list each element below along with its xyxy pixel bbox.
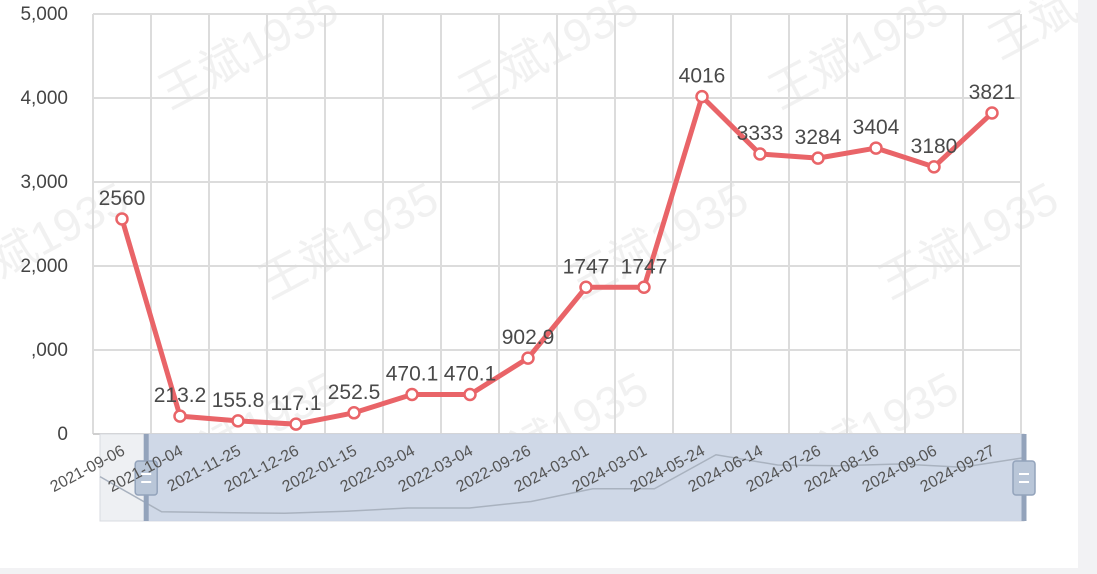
data-label: 470.1 xyxy=(386,363,439,386)
data-point xyxy=(579,280,593,295)
data-label: 1747 xyxy=(621,255,668,278)
zoom-selection xyxy=(146,434,1024,521)
data-point xyxy=(811,151,825,165)
data-point xyxy=(347,406,361,420)
data-label: 3821 xyxy=(969,81,1016,104)
zoom-handle-left[interactable] xyxy=(134,434,158,521)
data-label: 252.5 xyxy=(328,381,381,404)
data-label: 3333 xyxy=(737,122,784,145)
data-label: 1747 xyxy=(563,255,610,278)
zoom-handle-right[interactable] xyxy=(1012,434,1036,521)
y-tick-label: 0 xyxy=(57,424,68,445)
series-line xyxy=(119,94,994,427)
data-label: 213.2 xyxy=(154,384,207,407)
data-point xyxy=(869,141,883,155)
data-label: 4016 xyxy=(679,65,726,88)
data-label: 117.1 xyxy=(271,392,322,415)
data-point xyxy=(173,409,187,423)
zoom-slider[interactable] xyxy=(99,433,1036,522)
watermark-text: 王斌1935 xyxy=(450,0,646,119)
y-axis-ticks: 0 ,000 2,000 3,000 4,000 5,000 xyxy=(20,4,68,445)
y-tick-label: 2,000 xyxy=(20,256,68,277)
chart-card: 王斌1935 王斌1935 王斌1935 王斌1935 王斌1935 王斌1935 王斌19… xyxy=(0,0,1078,568)
data-point xyxy=(231,414,245,428)
y-tick-label: 3,000 xyxy=(20,172,68,193)
data-label: 3404 xyxy=(853,116,900,139)
series-layer xyxy=(115,89,999,431)
zoom-handle-grip xyxy=(1012,460,1036,496)
data-label: 3284 xyxy=(795,126,842,149)
y-tick-label: ,000 xyxy=(31,340,68,361)
watermark-text: 王斌1935 xyxy=(150,0,346,119)
data-label: 470.1 xyxy=(444,363,497,386)
data-label: 2560 xyxy=(99,187,146,210)
watermark-text: 王斌1935 xyxy=(870,172,1066,309)
data-label: 902.9 xyxy=(502,326,555,349)
zoom-preview-line xyxy=(99,453,1025,514)
y-tick-label: 4,000 xyxy=(20,88,68,109)
data-point xyxy=(637,280,651,295)
zoom-handle-grip xyxy=(134,460,158,496)
data-point xyxy=(985,106,999,120)
data-point xyxy=(927,160,941,174)
data-point xyxy=(115,212,129,226)
data-point xyxy=(463,387,477,402)
data-point xyxy=(753,147,767,161)
data-point xyxy=(405,387,419,402)
data-point xyxy=(521,351,535,365)
data-point xyxy=(695,89,709,104)
watermark-text: 王斌1935 xyxy=(250,172,446,309)
data-label: 3180 xyxy=(911,135,958,158)
data-point xyxy=(289,417,303,431)
y-tick-label: 5,000 xyxy=(20,4,68,25)
data-label: 155.8 xyxy=(212,389,265,412)
watermark-text: 王斌1935 xyxy=(980,0,1078,69)
